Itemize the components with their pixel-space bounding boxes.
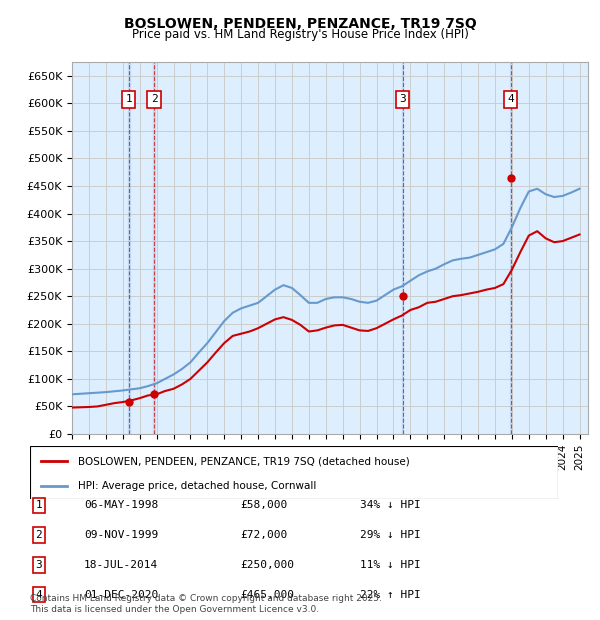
Bar <box>153 62 155 434</box>
Text: BOSLOWEN, PENDEEN, PENZANCE, TR19 7SQ (detached house): BOSLOWEN, PENDEEN, PENZANCE, TR19 7SQ (d… <box>77 456 409 466</box>
FancyBboxPatch shape <box>30 446 558 499</box>
Text: 01-DEC-2020: 01-DEC-2020 <box>84 590 158 600</box>
Text: BOSLOWEN, PENDEEN, PENZANCE, TR19 7SQ: BOSLOWEN, PENDEEN, PENZANCE, TR19 7SQ <box>124 17 476 32</box>
Text: £465,000: £465,000 <box>240 590 294 600</box>
Bar <box>402 62 403 434</box>
Text: 22% ↑ HPI: 22% ↑ HPI <box>360 590 421 600</box>
Text: 3: 3 <box>35 560 43 570</box>
Text: £58,000: £58,000 <box>240 500 287 510</box>
Text: 34% ↓ HPI: 34% ↓ HPI <box>360 500 421 510</box>
Text: 1: 1 <box>35 500 43 510</box>
Text: £250,000: £250,000 <box>240 560 294 570</box>
Text: 06-MAY-1998: 06-MAY-1998 <box>84 500 158 510</box>
Text: 2: 2 <box>151 94 157 104</box>
Text: 4: 4 <box>35 590 43 600</box>
Text: Price paid vs. HM Land Registry's House Price Index (HPI): Price paid vs. HM Land Registry's House … <box>131 28 469 41</box>
Text: 09-NOV-1999: 09-NOV-1999 <box>84 530 158 540</box>
Text: 4: 4 <box>507 94 514 104</box>
Bar <box>128 62 130 434</box>
Text: 1: 1 <box>125 94 132 104</box>
Text: 2: 2 <box>35 530 43 540</box>
Text: Contains HM Land Registry data © Crown copyright and database right 2025.
This d: Contains HM Land Registry data © Crown c… <box>30 595 382 614</box>
Text: 11% ↓ HPI: 11% ↓ HPI <box>360 560 421 570</box>
Bar <box>509 62 511 434</box>
Text: HPI: Average price, detached house, Cornwall: HPI: Average price, detached house, Corn… <box>77 481 316 491</box>
Text: 29% ↓ HPI: 29% ↓ HPI <box>360 530 421 540</box>
Text: 3: 3 <box>399 94 406 104</box>
Text: £72,000: £72,000 <box>240 530 287 540</box>
Text: 18-JUL-2014: 18-JUL-2014 <box>84 560 158 570</box>
